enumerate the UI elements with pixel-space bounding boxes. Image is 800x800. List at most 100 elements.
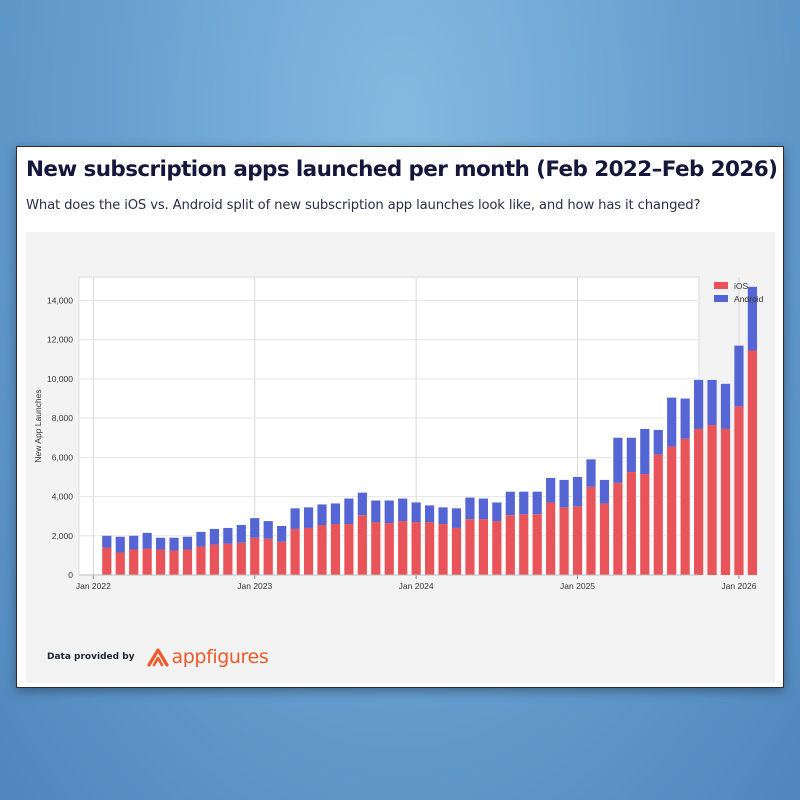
bar-android [680,398,690,439]
bar-ios [102,547,112,575]
bar-android [290,508,300,529]
y-tick-label: 0 [68,570,73,580]
bar-android [572,476,583,507]
data-credit: Data provided by appfigures [47,642,269,672]
bar-android [438,507,448,525]
bar-android [371,500,381,523]
bar-ios [572,506,583,575]
bar-ios [438,524,448,575]
bar-ios [169,550,179,575]
bar-ios [263,538,273,575]
stacked-bar-chart: 0 2,000 4,000 6,000 8,000 10,000 12,000 14,000 J… [33,276,764,591]
bar-ios [236,542,246,575]
x-tick-label: Jan 2023 [237,581,272,591]
y-tick-label: 6,000 [52,452,74,462]
bar-ios [277,541,287,575]
bar-android [519,491,529,515]
y-tick-label: 4,000 [52,492,74,502]
bar-android [330,503,341,525]
legend-label-android: Android [734,294,764,304]
bar-android [411,502,421,523]
bar-ios [653,454,663,575]
bar-ios [640,474,650,575]
bar-android [263,521,273,539]
x-tick-label: Jan 2022 [76,581,111,591]
bar-ios [129,549,139,575]
bar-ios [613,482,623,575]
bar-ios [384,523,394,575]
bar-android [747,286,757,351]
bar-ios [357,515,367,575]
x-tick-label: Jan 2024 [399,581,434,591]
credit-label: Data provided by [47,652,135,662]
bar-android [303,507,314,528]
bar-ios [303,527,314,575]
bar-android [196,531,206,547]
bar-android [559,479,569,508]
bar-android [451,508,462,528]
bar-android [626,437,636,473]
y-tick-label: 14,000 [47,296,73,306]
bar-ios [747,350,757,575]
bar-android [115,536,125,553]
chart-title: New subscription apps launched per month… [26,157,778,182]
bar-ios [505,515,515,575]
bar-ios [465,519,475,575]
x-tick-label: Jan 2026 [721,581,756,591]
bar-ios [371,522,381,575]
bar-android [156,537,166,550]
bar-android [169,537,179,551]
bar-android [478,498,488,520]
bar-ios [290,528,300,575]
bar-ios [667,446,677,575]
bar-ios [707,425,717,575]
bar-android [599,479,610,504]
bar-android [720,383,731,429]
bar-ios [492,521,502,575]
bar-ios [425,522,435,575]
bar-android [586,459,596,487]
bar-android [182,536,193,550]
bar-android [425,505,435,523]
legend-swatch-ios [714,282,728,289]
bar-android [492,502,502,522]
bar-ios [532,514,542,575]
bar-ios [546,502,556,575]
appfigures-logo-icon [146,648,169,667]
bar-ios [330,524,341,575]
bar-android [223,527,233,544]
bar-ios [344,524,354,575]
bar-android [129,535,139,550]
brand-name: appfigures [171,646,269,668]
bar-ios [519,514,529,575]
bar-android [209,528,219,545]
bar-android [344,498,354,525]
bar-ios [626,472,636,575]
bar-android [546,477,556,503]
chart-subtitle: What does the iOS vs. Android split of n… [26,198,701,213]
bar-ios [209,544,219,575]
y-tick-label: 2,000 [52,531,74,541]
bar-ios [586,486,596,575]
bar-ios [720,428,731,575]
bar-android [694,379,704,429]
y-tick-label: 12,000 [47,335,73,345]
bar-ios [411,522,421,575]
legend-swatch-android [714,295,728,302]
y-tick-label: 10,000 [47,374,73,384]
bar-android [317,504,327,526]
chart-card: New subscription apps launched per month… [16,146,784,688]
legend-label-ios: iOS [734,281,749,291]
bar-ios [451,527,462,575]
bar-ios [142,548,152,575]
bar-android [613,437,623,483]
bar-ios [156,549,166,575]
bar-android [357,492,367,516]
bar-android [707,379,717,426]
bar-ios [680,438,690,575]
bar-ios [196,546,206,575]
y-axis-label: New App Launches [33,389,43,462]
bar-android [734,345,744,407]
bar-android [465,497,475,520]
bar-ios [559,507,569,575]
